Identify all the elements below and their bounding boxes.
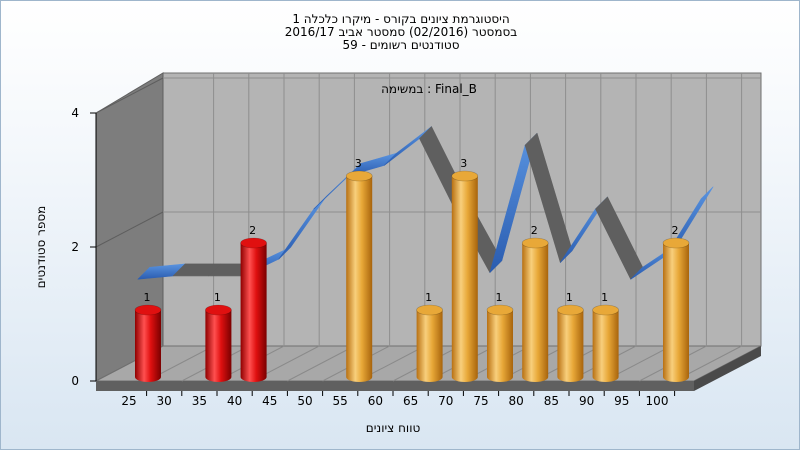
y-tick-label: 2	[71, 240, 79, 254]
bar-value-label: 3	[355, 157, 362, 170]
histogram-bar	[240, 237, 267, 383]
histogram-bar	[486, 304, 514, 382]
y-axis-label: מספר סטודנטים	[34, 206, 48, 289]
bar-value-label: 1	[566, 291, 573, 304]
bar-value-label: 2	[249, 224, 256, 237]
histogram-bar	[134, 304, 162, 382]
histogram-bar	[557, 304, 584, 383]
x-tick-label: 85	[544, 394, 559, 408]
x-tick-label: 90	[579, 394, 594, 408]
x-tick-label: 100	[646, 394, 669, 408]
x-tick-label: 75	[473, 394, 488, 408]
chart-subtitle: במשימה : Final_B	[381, 82, 477, 96]
x-tick-label: 55	[333, 394, 348, 408]
bar-value-label: 3	[460, 157, 467, 170]
chart-title-line2: בסמסטר (02/2016) סמסטר אביב 2016/17	[284, 25, 518, 39]
floor-edge	[96, 381, 694, 391]
histogram-bar	[205, 304, 232, 383]
bar-value-label: 1	[214, 291, 221, 304]
bar-value-label: 1	[425, 291, 432, 304]
x-tick-label: 70	[438, 394, 453, 408]
histogram-bar	[521, 237, 549, 383]
x-tick-label: 35	[192, 394, 207, 408]
x-tick-label: 80	[509, 394, 524, 408]
bar-value-label: 2	[672, 224, 679, 237]
bar-series: 1 1 2 3 1 3 1 2 1 1 2	[134, 157, 690, 383]
bar-value-label: 1	[496, 291, 503, 304]
chart-title-line1: היסטוגרמת ציונים בקורס - מיקרו כלכלה 1	[292, 12, 510, 26]
x-tick-label: 30	[157, 394, 172, 408]
x-tick-label: 60	[368, 394, 383, 408]
x-tick-label: 65	[403, 394, 418, 408]
bar-value-label: 2	[531, 224, 538, 237]
x-tick-label: 45	[262, 394, 277, 408]
floor-edge-side	[694, 346, 761, 391]
x-tick-label: 50	[297, 394, 312, 408]
bar-value-label: 1	[144, 291, 151, 304]
x-tick-label: 25	[121, 394, 136, 408]
y-tick-label: 0	[71, 374, 79, 388]
x-tick-label: 40	[227, 394, 242, 408]
x-tick-label: 95	[614, 394, 629, 408]
histogram-bar	[416, 304, 443, 382]
tick-labels: 25 30 35 40 45 50 55 60 65 70 75 80 85 90 95 100 0 2 4	[71, 106, 676, 408]
chart-title-line3: סטודנטים רשומים - 59	[342, 38, 460, 52]
y-tick-label: 4	[71, 106, 79, 120]
bar-value-label: 1	[601, 291, 608, 304]
histogram-bar	[662, 237, 690, 382]
histogram-bar	[592, 304, 619, 383]
x-axis-label: טווח ציונים	[366, 421, 421, 435]
histogram-bar	[451, 170, 479, 383]
histogram-bar	[345, 170, 373, 383]
